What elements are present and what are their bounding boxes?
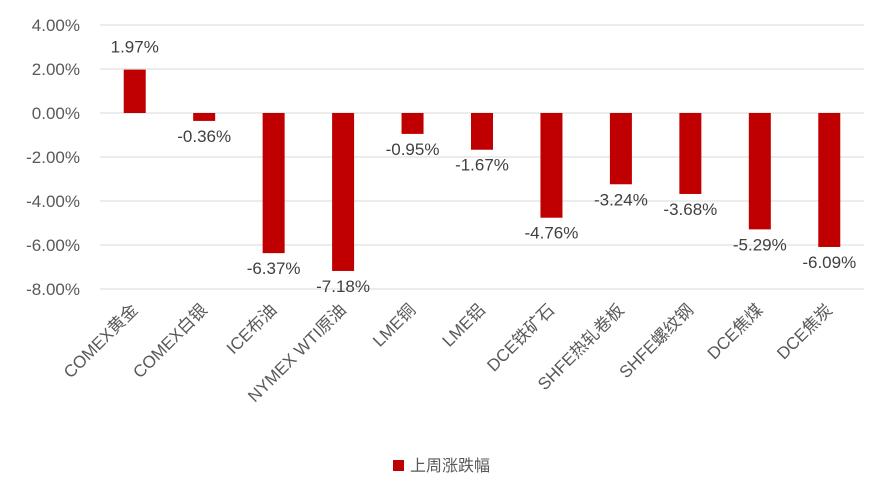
data-label: -3.24% <box>594 190 648 209</box>
data-label: -0.36% <box>177 127 231 146</box>
x-tick-label: LME铝 <box>439 300 489 350</box>
data-label: 1.97% <box>111 38 159 57</box>
legend-swatch <box>393 460 404 471</box>
bar <box>193 113 216 121</box>
bar <box>748 113 771 230</box>
bar <box>471 113 493 150</box>
x-tick-label: DCE焦煤 <box>704 300 767 363</box>
bar <box>609 113 632 185</box>
y-tick-label: -4.00% <box>26 192 80 211</box>
bar <box>818 113 841 247</box>
data-label: -6.37% <box>247 259 301 278</box>
bar <box>262 113 285 254</box>
data-label: -3.68% <box>663 200 717 219</box>
bar <box>332 113 355 271</box>
x-tick-label: ICE布油 <box>223 300 281 358</box>
data-label: -6.09% <box>802 253 856 272</box>
bar <box>123 69 146 113</box>
y-tick-label: 4.00% <box>32 16 80 35</box>
y-tick-label: -6.00% <box>26 236 80 255</box>
bar <box>401 113 424 134</box>
x-tick-label: COMEX白银 <box>129 300 211 382</box>
data-label: -0.95% <box>386 140 440 159</box>
y-tick-label: 0.00% <box>32 104 80 123</box>
y-tick-label: -2.00% <box>26 148 80 167</box>
x-tick-label: DCE铁矿石 <box>483 300 558 375</box>
bar <box>679 113 702 194</box>
x-tick-label: LME铜 <box>369 300 419 350</box>
x-tick-label: SHFE螺纹钢 <box>616 300 698 382</box>
data-label: -4.76% <box>525 224 579 243</box>
legend-label: 上周涨跌幅 <box>410 457 490 475</box>
data-label: -1.67% <box>455 156 509 175</box>
x-tick-label: DCE焦炭 <box>773 300 836 363</box>
data-label: -7.18% <box>316 277 370 296</box>
data-label: -5.29% <box>733 235 787 254</box>
y-tick-label: -8.00% <box>26 280 80 299</box>
y-tick-label: 2.00% <box>32 60 80 79</box>
bar <box>540 113 563 218</box>
